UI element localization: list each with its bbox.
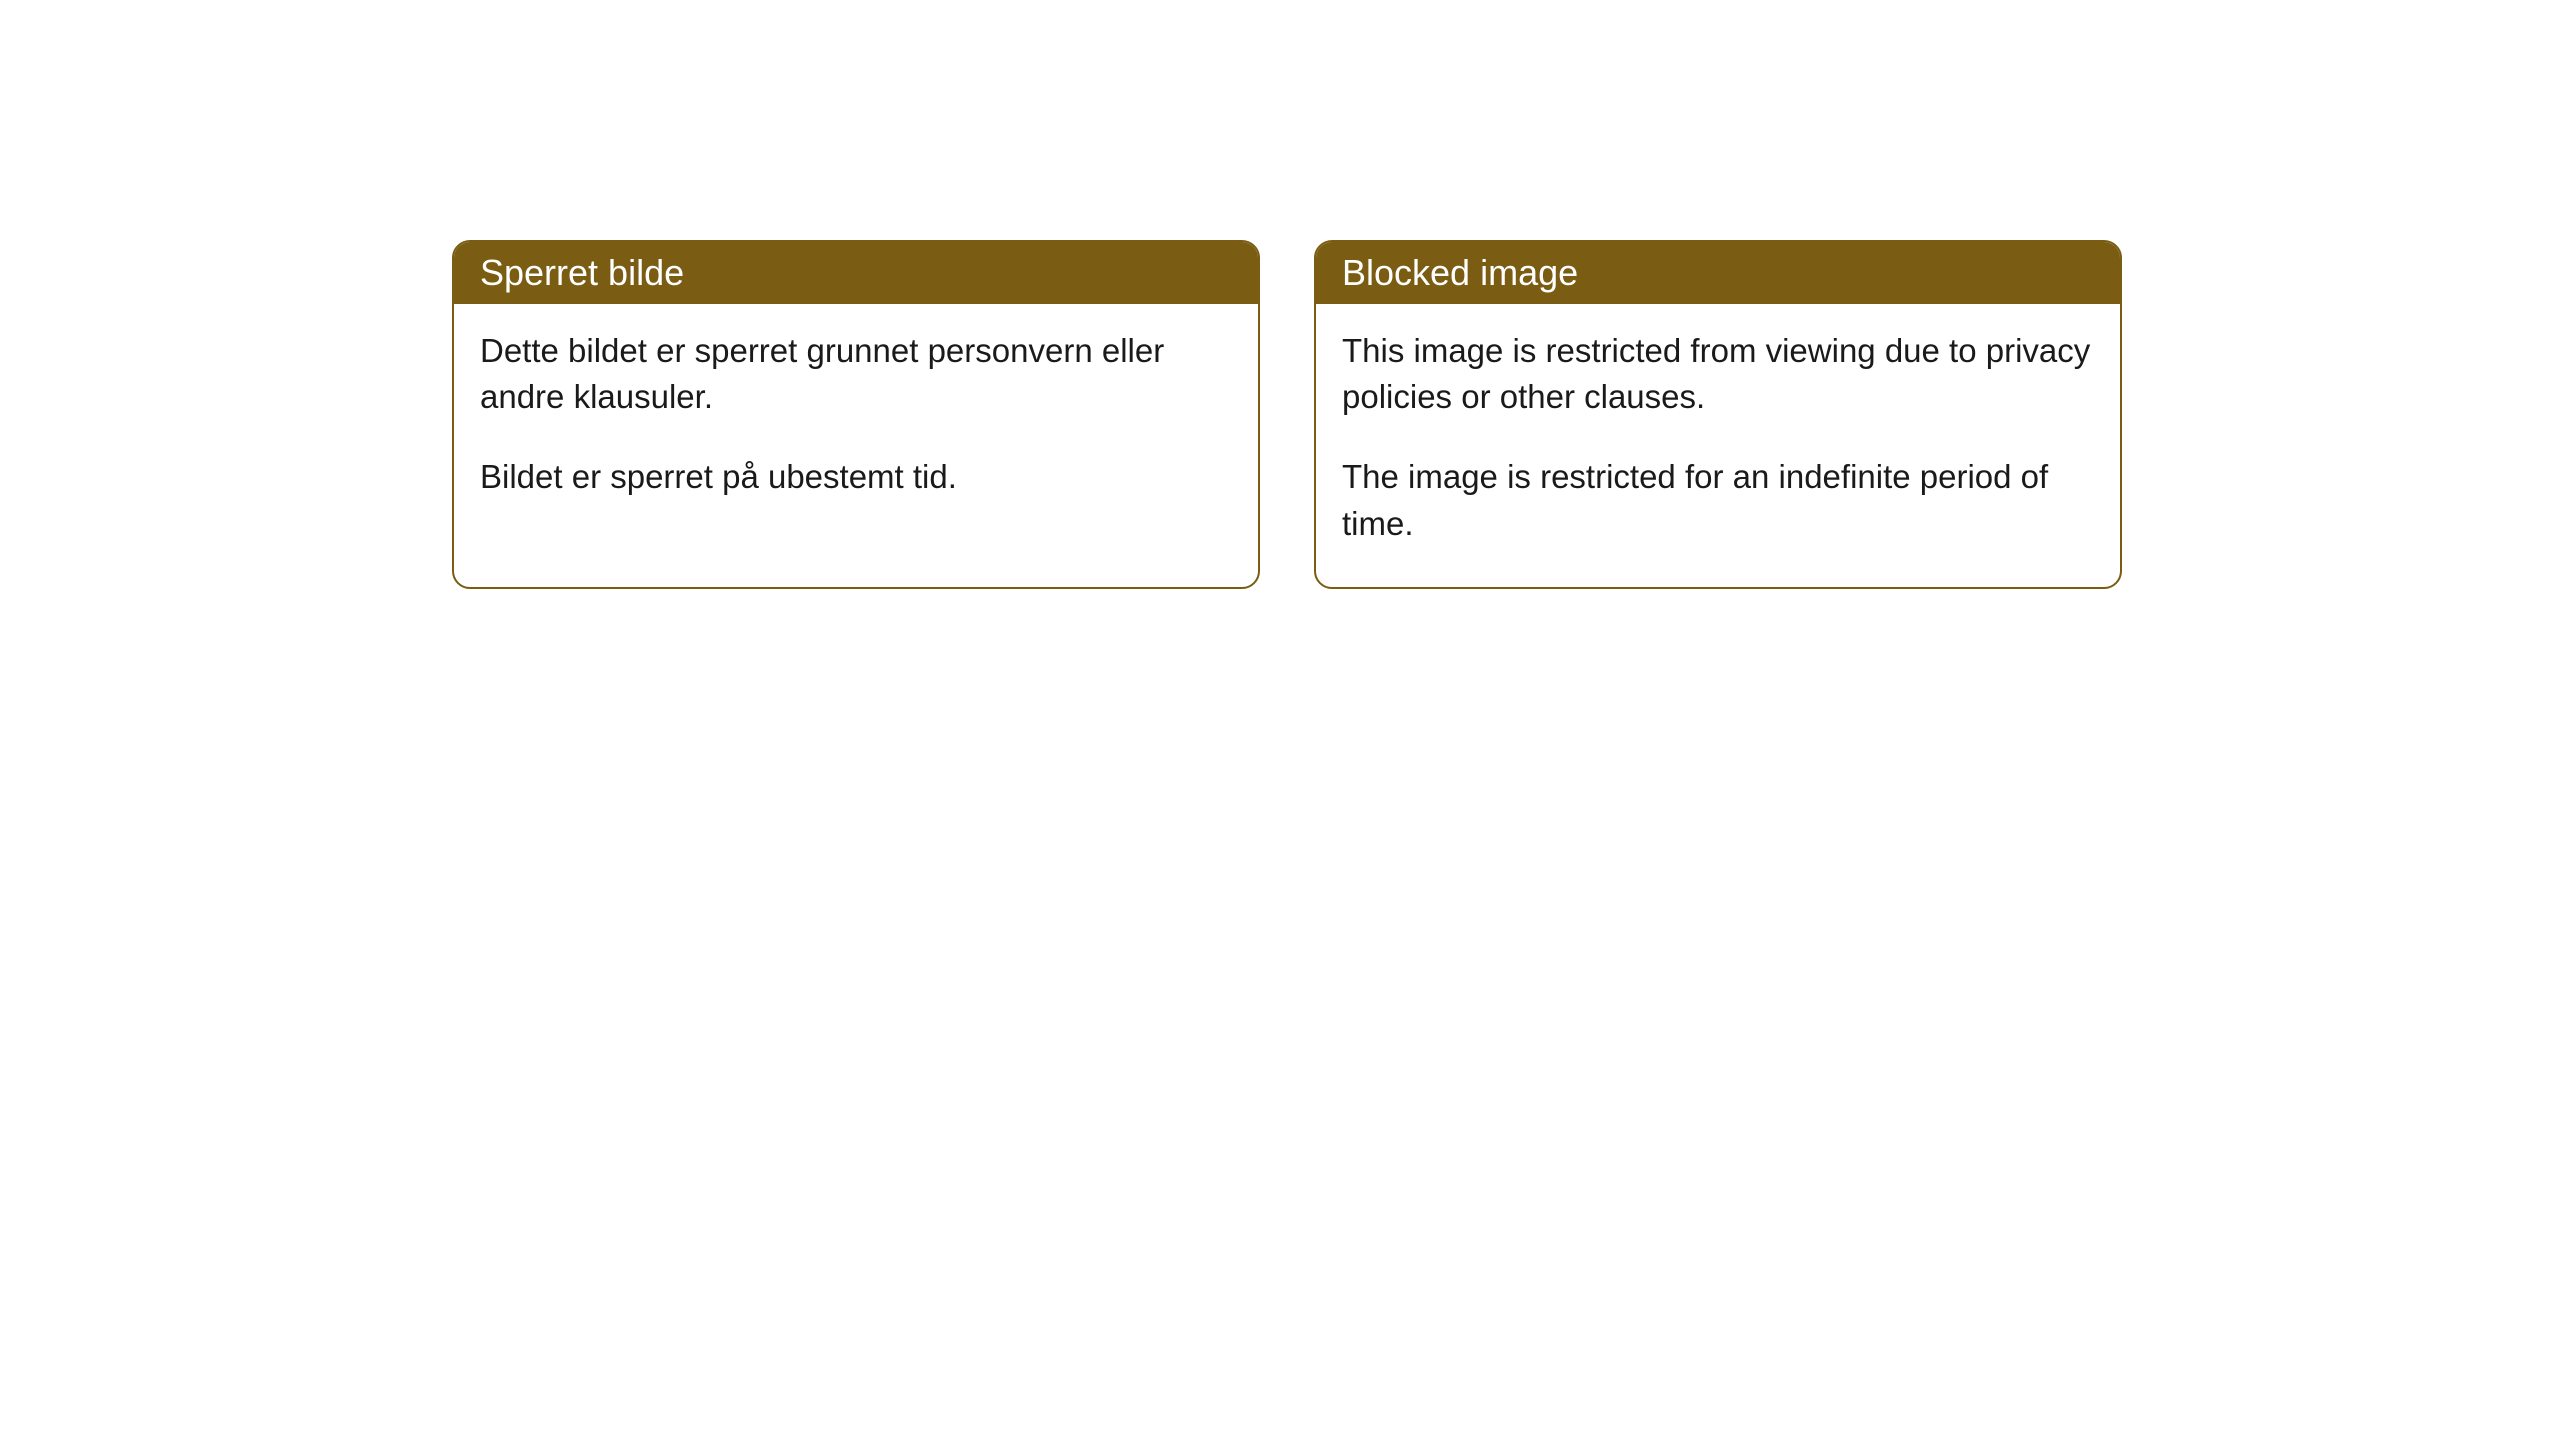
card-body: This image is restricted from viewing du… [1316,304,2120,587]
notice-card-norwegian: Sperret bilde Dette bildet er sperret gr… [452,240,1260,589]
card-body: Dette bildet er sperret grunnet personve… [454,304,1258,541]
notice-cards-container: Sperret bilde Dette bildet er sperret gr… [0,0,2560,589]
card-paragraph: This image is restricted from viewing du… [1342,328,2094,420]
card-title: Blocked image [1342,252,1578,293]
card-header: Blocked image [1316,242,2120,304]
notice-card-english: Blocked image This image is restricted f… [1314,240,2122,589]
card-paragraph: Dette bildet er sperret grunnet personve… [480,328,1232,420]
card-paragraph: Bildet er sperret på ubestemt tid. [480,454,1232,500]
card-title: Sperret bilde [480,252,684,293]
card-paragraph: The image is restricted for an indefinit… [1342,454,2094,546]
card-header: Sperret bilde [454,242,1258,304]
